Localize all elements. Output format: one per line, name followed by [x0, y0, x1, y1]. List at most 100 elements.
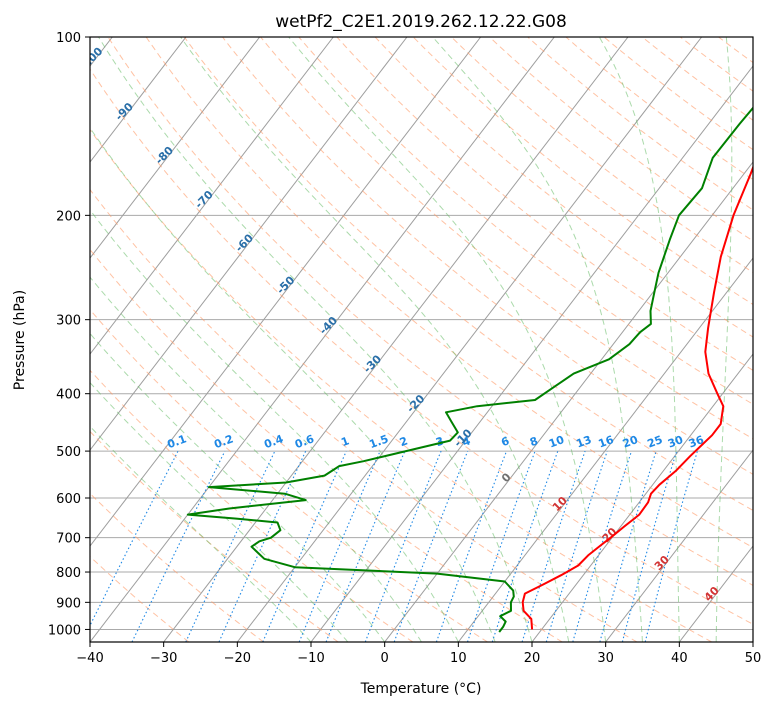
dry-adiabat-line	[757, 37, 775, 642]
isotherm-line	[90, 37, 334, 355]
dry-adiabat-label: -40	[317, 314, 340, 337]
isotherm-line	[90, 37, 261, 259]
isotherm-line	[384, 161, 753, 642]
mixing-ratio-label: 0.1	[165, 432, 188, 451]
dry-adiabat-line	[641, 37, 753, 121]
mixing-ratio-line	[393, 450, 469, 642]
mixing-ratio-line	[644, 450, 698, 642]
mixing-ratio-label: 0.2	[212, 432, 235, 451]
mixing-ratio-line	[435, 450, 508, 642]
isotherm-line	[236, 37, 703, 642]
y-tick-label: 100	[56, 31, 81, 46]
dry-adiabat-label: -60	[233, 231, 256, 254]
dry-adiabat-line	[336, 37, 753, 371]
moist-adiabat-label: 0	[499, 470, 514, 485]
y-tick-label: 200	[56, 209, 81, 224]
mixing-ratio-label: 8	[528, 434, 540, 449]
y-tick-label: 400	[56, 388, 81, 403]
moist-adiabat-line	[288, 37, 607, 642]
mixing-ratio-line	[325, 450, 406, 642]
y-tick-label: 1000	[48, 623, 81, 638]
dry-adiabat-label: -30	[361, 352, 384, 375]
mixing-ratio-line	[621, 450, 678, 642]
chart-title: wetPf2_C2E1.2019.262.12.22.G08	[275, 12, 567, 32]
mixing-ratio-label: 3	[434, 434, 446, 449]
isotherm-line	[605, 449, 753, 642]
dry-adiabat-line	[90, 188, 638, 642]
mixing-ratio-line	[521, 450, 586, 642]
isotherm-line	[90, 37, 555, 642]
dry-adiabat-line	[527, 37, 753, 211]
dry-adiabat-label: -90	[113, 100, 136, 123]
mixing-ratio-line	[599, 450, 657, 642]
mixing-ratio-label: 0.4	[262, 432, 285, 451]
y-tick-label: 900	[56, 596, 81, 611]
dry-adiabat-line	[107, 37, 753, 586]
mixing-ratio-label: 6	[499, 434, 511, 449]
moist-adiabat-line	[432, 37, 643, 642]
dewpoint-profile	[186, 106, 753, 633]
plot-frame	[89, 36, 754, 643]
moist-adiabat-line	[98, 37, 533, 642]
dry-adiabat-line	[298, 37, 753, 405]
dry-adiabat-line	[90, 128, 712, 642]
dry-adiabat-line	[183, 37, 753, 512]
mixing-ratio-line	[466, 450, 536, 642]
y-axis-label: Pressure (hPa)	[12, 290, 28, 390]
mixing-ratio-label: 1.5	[367, 432, 390, 451]
x-axis-label: Temperature (°C)	[360, 681, 482, 697]
x-tick-label: −30	[150, 651, 177, 666]
mixing-ratio-label: 20	[621, 433, 640, 451]
x-tick-label: 40	[671, 651, 688, 666]
moist-adiabat-line	[90, 126, 496, 642]
y-tick-label: 700	[56, 532, 81, 547]
mixing-ratio-line	[218, 450, 307, 642]
mixing-ratio-label: 16	[597, 433, 616, 451]
mixing-ratio-line	[491, 450, 559, 642]
moist-adiabat-line	[90, 425, 312, 642]
isotherm-line	[163, 37, 629, 642]
isotherm-line	[457, 257, 753, 642]
mixing-ratio-line	[298, 450, 381, 642]
x-tick-label: 50	[745, 651, 762, 666]
dry-adiabat-line	[90, 308, 488, 642]
temperature-profile	[521, 164, 753, 630]
mixing-ratio-line	[131, 450, 226, 642]
dry-adiabat-line	[145, 37, 753, 549]
dry-adiabat-line	[222, 37, 753, 475]
mixing-ratio-line	[545, 450, 608, 642]
isotherm-line	[90, 37, 408, 451]
x-tick-label: 0	[381, 651, 389, 666]
mixing-ratio-label: 0.6	[293, 432, 316, 451]
y-tick-label: 300	[56, 314, 81, 329]
dry-adiabat-line	[90, 248, 563, 642]
y-tick-label: 800	[56, 566, 81, 581]
x-tick-label: −10	[297, 651, 324, 666]
isotherm-line	[531, 353, 753, 642]
dry-adiabat-line	[603, 37, 753, 151]
isotherm-line	[752, 641, 753, 642]
x-tick-label: −40	[76, 651, 103, 666]
x-tick-label: 10	[450, 651, 467, 666]
moist-adiabat-line	[90, 276, 422, 642]
dry-adiabat-line	[489, 37, 753, 242]
mixing-ratio-label: 25	[646, 433, 665, 450]
moist-adiabat-label: 10	[550, 494, 570, 514]
mixing-ratio-label: 1	[339, 434, 351, 449]
mixing-ratio-label: 4	[461, 434, 473, 449]
mixing-ratio-label: 30	[666, 433, 685, 451]
dry-adiabat-label: -20	[404, 392, 427, 415]
mixing-ratio-line	[185, 450, 276, 642]
dry-adiabat-line	[374, 37, 753, 338]
moist-adiabat-line	[90, 209, 459, 642]
dry-adiabat-line	[565, 37, 753, 181]
y-tick-label: 600	[56, 492, 81, 507]
dry-adiabat-line	[90, 68, 753, 625]
moist-adiabat-line	[598, 37, 680, 642]
dry-adiabat-label: -50	[274, 273, 297, 296]
moist-adiabat-line	[715, 37, 733, 642]
dry-adiabat-line	[260, 37, 753, 440]
mixing-ratio-line	[572, 450, 633, 642]
y-tick-label: 500	[56, 445, 81, 460]
